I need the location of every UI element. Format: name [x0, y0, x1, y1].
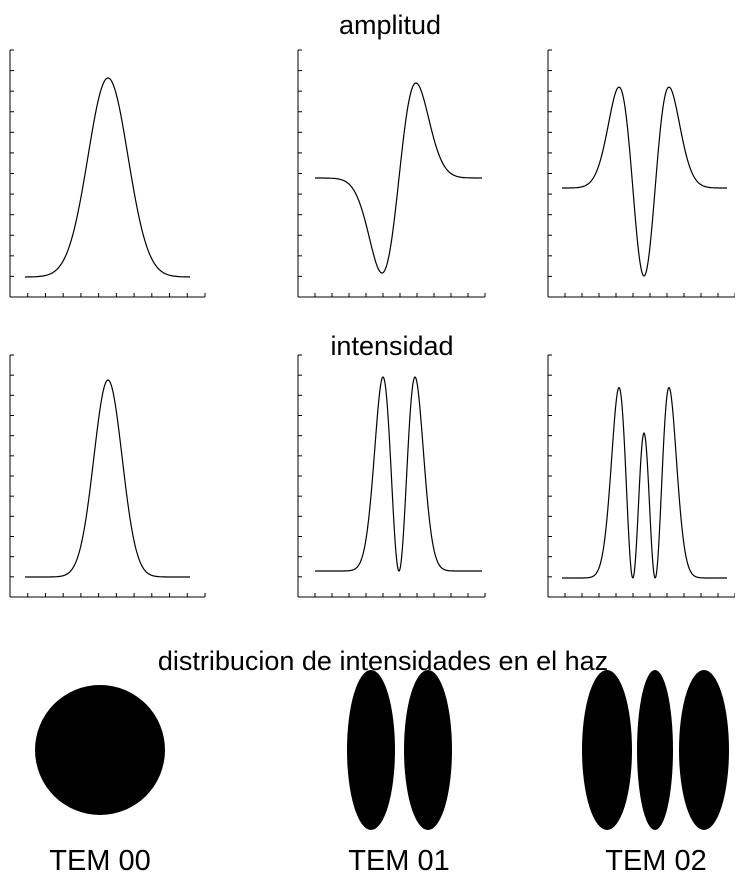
mode-label: TEM 01	[348, 845, 450, 877]
beam-lobe	[582, 670, 632, 830]
plots	[9, 49, 735, 598]
beam-title: distribucion de intensidades en el haz	[158, 646, 608, 676]
curve	[562, 86, 727, 277]
beam-lobe	[404, 670, 452, 830]
mode-label: TEM 02	[605, 845, 707, 877]
amplitude-title: amplitud	[339, 10, 441, 40]
curve	[25, 379, 190, 578]
curve	[315, 82, 482, 274]
curve	[562, 386, 727, 579]
curve	[315, 376, 482, 572]
mode-label: TEM 00	[49, 845, 151, 877]
beam-lobe	[347, 670, 395, 830]
curve	[25, 77, 190, 278]
beam-spot	[35, 685, 165, 815]
beam-lobe	[679, 670, 729, 830]
beam-lobe	[637, 670, 673, 830]
intensity-title: intensidad	[330, 331, 453, 361]
